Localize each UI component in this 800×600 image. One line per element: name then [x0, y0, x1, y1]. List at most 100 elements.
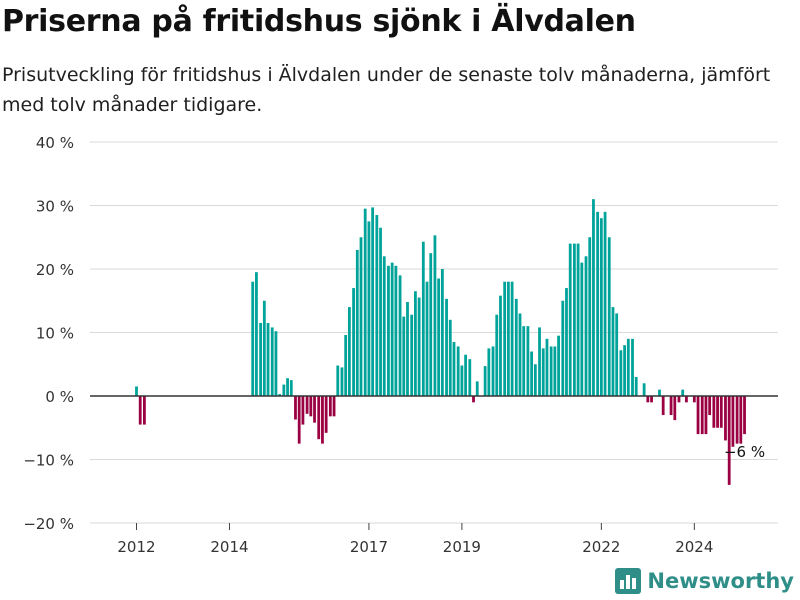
bar [135, 386, 138, 396]
bar [514, 298, 518, 396]
bar [634, 376, 638, 396]
bar [332, 396, 336, 417]
bar [626, 338, 630, 396]
bar [588, 237, 592, 396]
x-tick-label: 2024 [675, 538, 713, 556]
bar [305, 396, 309, 414]
bar [607, 237, 611, 396]
bar [708, 396, 712, 416]
bar [456, 346, 460, 396]
bar [712, 396, 716, 428]
bar [510, 281, 514, 396]
bar [321, 396, 324, 444]
bar [487, 348, 491, 396]
bar [266, 322, 270, 396]
bar [429, 253, 433, 396]
bar [727, 396, 731, 485]
bar [661, 396, 665, 416]
bar [286, 378, 289, 396]
bar [650, 396, 653, 403]
bar [437, 278, 441, 396]
bar [371, 207, 375, 396]
bar [382, 256, 386, 396]
bar [367, 221, 371, 396]
bar [255, 272, 258, 396]
bar [584, 256, 588, 396]
bar [677, 396, 681, 403]
bar [324, 396, 328, 433]
y-tick-label: 40 % [36, 134, 74, 152]
bar [565, 288, 568, 396]
bar [348, 307, 351, 396]
bar [518, 313, 522, 396]
bar [448, 319, 452, 396]
bar [576, 243, 580, 396]
bar [719, 396, 723, 428]
bar [557, 335, 560, 396]
bar [646, 396, 650, 403]
bar [533, 364, 537, 396]
chart-subtitle: Prisutveckling för fritidshus i Älvdalen… [2, 64, 771, 116]
x-axis: 2012 2014 2017 2019 2022 2024 [117, 523, 713, 556]
bar [328, 396, 332, 417]
bar [414, 291, 417, 396]
bar [692, 396, 696, 403]
bar [572, 243, 576, 396]
bar [580, 262, 584, 396]
bar [658, 389, 661, 396]
bar [410, 314, 414, 396]
x-tick-label: 2012 [117, 538, 155, 556]
x-tick-label: 2019 [443, 538, 481, 556]
bar [390, 262, 394, 396]
bar [615, 313, 619, 396]
bar [394, 265, 398, 396]
bar [530, 351, 534, 396]
bar [499, 295, 502, 396]
bar [619, 350, 623, 396]
bar [417, 297, 421, 396]
bar [387, 265, 390, 396]
bar [421, 241, 425, 396]
bar [716, 396, 719, 428]
bar [681, 389, 685, 396]
bar [309, 396, 313, 417]
bar [433, 235, 437, 396]
bar [491, 346, 495, 396]
bar [503, 281, 507, 396]
bar [603, 211, 607, 396]
bar [475, 381, 479, 396]
bar [425, 281, 429, 396]
bar [359, 237, 363, 396]
bar [282, 384, 286, 396]
bar [406, 302, 409, 396]
bar [724, 396, 727, 441]
bar [739, 396, 743, 444]
bar [301, 396, 305, 425]
bar [460, 365, 464, 396]
bar [522, 326, 526, 396]
bar [743, 396, 746, 435]
y-tick-label: 0 % [45, 388, 74, 406]
brand-name: Newsworthy [647, 569, 794, 593]
y-axis-ticks: 40 % 30 % 20 % 10 % 0 % −10 % −20 % [23, 134, 74, 533]
bar [340, 367, 344, 396]
bar [262, 300, 266, 396]
bar [735, 396, 739, 444]
bar [553, 346, 557, 396]
bar [673, 396, 677, 421]
bar [251, 281, 255, 396]
bar [696, 396, 700, 435]
bar [561, 300, 565, 396]
bar [440, 269, 444, 396]
bar [398, 275, 402, 396]
y-tick-label: 30 % [36, 198, 74, 216]
bar [294, 396, 297, 420]
bar [568, 243, 572, 396]
bar [452, 342, 456, 396]
x-tick-label: 2014 [210, 538, 248, 556]
bar [506, 281, 510, 396]
bar [317, 396, 321, 440]
bar [596, 211, 600, 396]
bar [259, 322, 262, 396]
annotation-label: −6 % [724, 443, 765, 461]
